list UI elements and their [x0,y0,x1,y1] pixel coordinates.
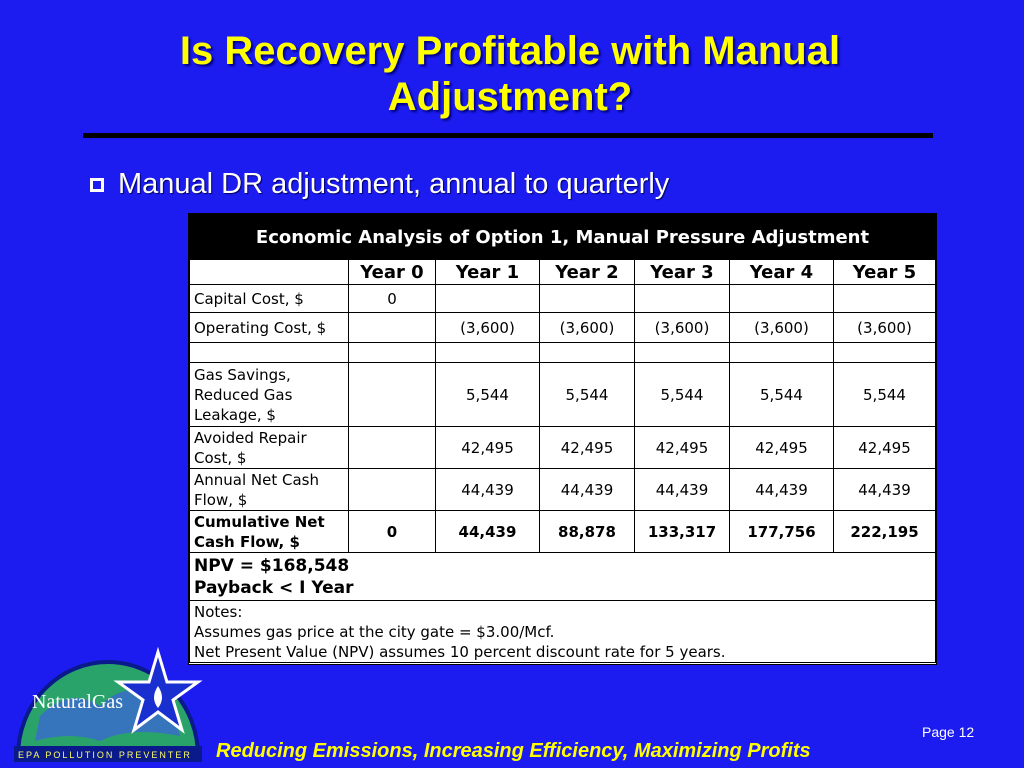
table-cell [435,342,540,363]
table-cell [833,284,936,313]
table-cell: 88,878 [539,510,635,553]
table-cell: 42,495 [729,426,834,469]
table-cell [729,284,834,313]
table-cell [435,284,540,313]
table-cell: 42,495 [833,426,936,469]
square-bullet-icon [90,178,104,192]
column-header [189,259,349,285]
table-row: Annual Net Cash Flow, $ 44,439 44,439 44… [189,468,936,511]
logo-brand-text: NaturalGas [32,691,123,713]
column-header: Year 3 [634,259,730,285]
table-cell: (3,600) [539,312,635,343]
table-cell: 5,544 [833,362,936,427]
title-line-2: Adjustment? [387,75,633,119]
logo-ring-text: EPA POLLUTION PREVENTER [18,750,192,760]
footer-tagline: Reducing Emissions, Increasing Efficienc… [216,740,811,762]
table-cell [634,284,730,313]
table-cell [539,284,635,313]
natural-gas-star-logo: NaturalGas EPA POLLUTION PREVENTER [14,646,203,762]
row-label: Cumulative Net Cash Flow, $ [189,510,349,553]
table-cell: 44,439 [539,468,635,511]
table-cell [348,312,436,343]
table-cell: 5,544 [634,362,730,427]
note-gas-price: Assumes gas price at the city gate = $3.… [194,622,555,641]
row-label: Operating Cost, $ [189,312,349,343]
bullet-text: Manual DR adjustment, annual to quarterl… [118,167,670,200]
table-row-total: Cumulative Net Cash Flow, $ 0 44,439 88,… [189,510,936,553]
table-title: Economic Analysis of Option 1, Manual Pr… [189,214,936,260]
table-cell: 177,756 [729,510,834,553]
table-row [189,342,936,363]
title-line-1: Is Recovery Profitable with Manual [179,29,841,73]
row-label [189,342,349,363]
table-cell: 5,544 [729,362,834,427]
slide-title: Is Recovery Profitable with Manual Adjus… [80,28,940,120]
table-cell [539,342,635,363]
bullet-point: Manual DR adjustment, annual to quarterl… [90,164,669,204]
column-header: Year 2 [539,259,635,285]
table-cell [348,362,436,427]
table-cell: (3,600) [634,312,730,343]
notes-cell: Notes: Assumes gas price at the city gat… [189,600,936,663]
table-cell [348,468,436,511]
table-cell: 5,544 [539,362,635,427]
column-header: Year 1 [435,259,540,285]
table-cell: 0 [348,510,436,553]
table-cell: 0 [348,284,436,313]
table-cell: 42,495 [435,426,540,469]
table-row: Avoided Repair Cost, $ 42,495 42,495 42,… [189,426,936,469]
row-label: Capital Cost, $ [189,284,349,313]
column-header: Year 5 [833,259,936,285]
summary-cell: NPV = $168,548 Payback < I Year [189,552,936,601]
table-cell [348,342,436,363]
table-cell: 222,195 [833,510,936,553]
table-cell: 44,439 [435,468,540,511]
economic-analysis-table: Economic Analysis of Option 1, Manual Pr… [188,213,937,665]
column-header: Year 4 [729,259,834,285]
page-number: Page 12 [922,724,975,740]
notes-heading: Notes: [194,602,243,621]
table-cell: 42,495 [634,426,730,469]
table-cell: 133,317 [634,510,730,553]
table-row: Operating Cost, $ (3,600) (3,600) (3,600… [189,312,936,343]
npv-value: NPV = $168,548 [194,555,350,576]
table-cell: (3,600) [435,312,540,343]
table-row: Capital Cost, $ 0 [189,284,936,313]
payback-value: Payback < I Year [194,577,354,598]
row-label: Avoided Repair Cost, $ [189,426,349,469]
table-cell: 5,544 [435,362,540,427]
table-cell: 44,439 [729,468,834,511]
flame-icon [154,686,162,708]
table-cell: 44,439 [833,468,936,511]
table-cell: (3,600) [833,312,936,343]
table-cell: 44,439 [634,468,730,511]
note-npv: Net Present Value (NPV) assumes 10 perce… [194,642,726,661]
table-row: Gas Savings, Reduced Gas Leakage, $ 5,54… [189,362,936,427]
table-cell: (3,600) [729,312,834,343]
table-cell: 44,439 [435,510,540,553]
table-cell [833,342,936,363]
title-divider [83,133,933,138]
table-cell: 42,495 [539,426,635,469]
column-header: Year 0 [348,259,436,285]
row-label: Annual Net Cash Flow, $ [189,468,349,511]
table-cell [348,426,436,469]
table-cell [729,342,834,363]
row-label: Gas Savings, Reduced Gas Leakage, $ [189,362,349,427]
table-cell [634,342,730,363]
